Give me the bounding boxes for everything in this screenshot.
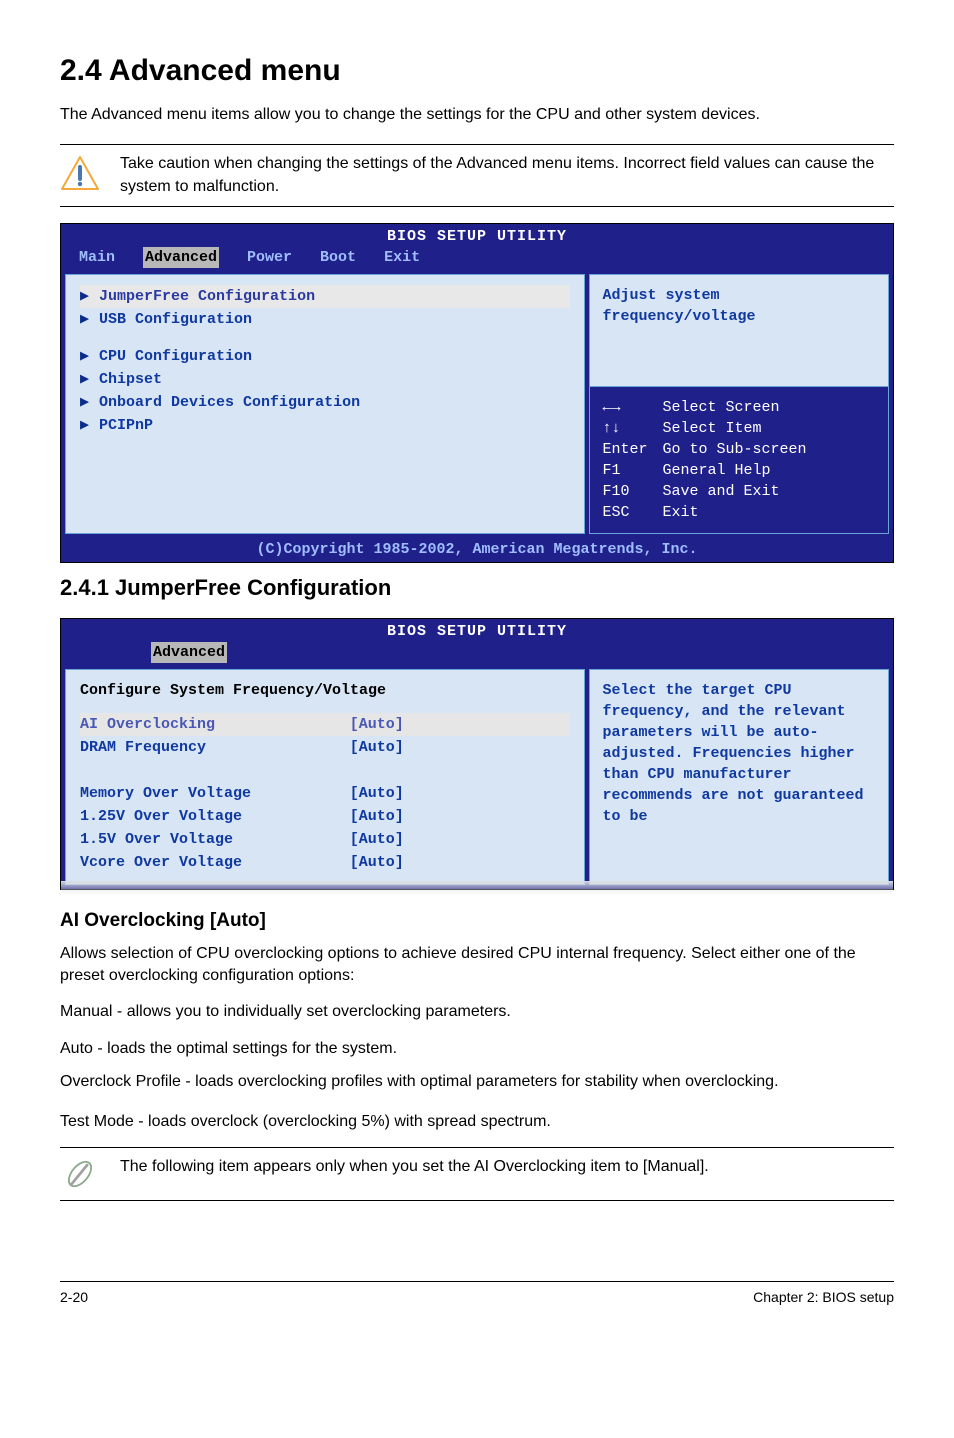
note-icon xyxy=(60,1156,100,1192)
opt-oc: Overclock Profile - loads overclocking p… xyxy=(60,1068,894,1097)
bios-tabs: Main Advanced Power Boot Exit xyxy=(61,247,893,270)
opt-test: Test Mode - loads overclock (overclockin… xyxy=(60,1111,894,1133)
page-heading: 2.4 Advanced menu xyxy=(60,50,894,92)
page-footer: 2-20 Chapter 2: BIOS setup xyxy=(60,1281,894,1308)
key-f10-label: Save and Exit xyxy=(662,481,779,502)
opt-manual: Manual - allows you to individually set … xyxy=(60,1001,894,1023)
bios2-tab-advanced: Advanced xyxy=(151,642,227,663)
menu-usb: ▶USB Configuration xyxy=(80,308,570,331)
bios2-title: BIOS SETUP UTILITY xyxy=(61,619,893,642)
key-lr: ←→ xyxy=(602,397,658,418)
bios2-section-title: Configure System Frequency/Voltage xyxy=(80,680,570,707)
bios-keys-block: ←→Select Screen ↑↓Select Item EnterGo to… xyxy=(590,386,888,533)
key-enter: Enter xyxy=(602,439,658,460)
opt-auto: Auto - loads the optimal settings for th… xyxy=(60,1038,894,1060)
bios-screenshot-jumperfree: BIOS SETUP UTILITY Advanced Configure Sy… xyxy=(60,618,894,890)
tab-exit: Exit xyxy=(384,247,420,268)
bios2-right-panel: Select the target CPU frequency, and the… xyxy=(589,669,889,885)
menu-cpu: ▶CPU Configuration xyxy=(80,345,570,368)
key-enter-label: Go to Sub-screen xyxy=(662,439,806,460)
cfg-memov-label: Memory Over Voltage xyxy=(80,783,350,804)
cfg-ai-label: AI Overclocking xyxy=(80,714,350,735)
ai-intro: Allows selection of CPU overclocking opt… xyxy=(60,943,894,988)
menu-cpu-label: CPU Configuration xyxy=(99,346,252,367)
cfg-memov-val: [Auto] xyxy=(350,783,404,804)
key-lr-label: Select Screen xyxy=(662,397,779,418)
cfg-dram-val: [Auto] xyxy=(350,737,404,758)
chapter-label: Chapter 2: BIOS setup xyxy=(753,1288,894,1308)
bios2-help-text: Select the target CPU frequency, and the… xyxy=(602,680,876,827)
cfg-vcore-label: Vcore Over Voltage xyxy=(80,852,350,873)
cfg-125v-label: 1.25V Over Voltage xyxy=(80,806,350,827)
bios2-left-panel: Configure System Frequency/Voltage AI Ov… xyxy=(65,669,585,885)
note-text: The following item appears only when you… xyxy=(120,1156,709,1178)
key-ud: ↑↓ xyxy=(602,418,658,439)
ai-heading: AI Overclocking [Auto] xyxy=(60,908,894,935)
key-ud-label: Select Item xyxy=(662,418,761,439)
cfg-spacer xyxy=(80,759,570,782)
menu-usb-label: USB Configuration xyxy=(99,309,252,330)
cfg-15v: 1.5V Over Voltage[Auto] xyxy=(80,828,570,851)
bios-copyright: (C)Copyright 1985-2002, American Megatre… xyxy=(61,538,893,562)
sub-heading: 2.4.1 JumperFree Configuration xyxy=(60,573,894,604)
cfg-15v-val: [Auto] xyxy=(350,829,404,850)
cfg-vcore-val: [Auto] xyxy=(350,852,404,873)
key-esc-label: Exit xyxy=(662,502,698,523)
note-callout: The following item appears only when you… xyxy=(60,1147,894,1201)
menu-jumperfree-label: JumperFree Configuration xyxy=(99,286,315,307)
key-esc: ESC xyxy=(602,502,658,523)
cfg-memov: Memory Over Voltage[Auto] xyxy=(80,782,570,805)
cfg-125v: 1.25V Over Voltage[Auto] xyxy=(80,805,570,828)
cfg-15v-label: 1.5V Over Voltage xyxy=(80,829,350,850)
page-number: 2-20 xyxy=(60,1288,88,1308)
tab-advanced: Advanced xyxy=(143,247,219,268)
tab-main: Main xyxy=(79,247,115,268)
bios-title: BIOS SETUP UTILITY xyxy=(61,224,893,247)
bios-left-panel: ▶JumperFree Configuration ▶USB Configura… xyxy=(65,274,585,534)
key-f10: F10 xyxy=(602,481,658,502)
tab-power: Power xyxy=(247,247,292,268)
bios-screenshot-advanced: BIOS SETUP UTILITY Main Advanced Power B… xyxy=(60,223,894,563)
cfg-dram: DRAM Frequency[Auto] xyxy=(80,736,570,759)
bios-right-panel: Adjust system frequency/voltage ←→Select… xyxy=(589,274,889,534)
caution-callout: Take caution when changing the settings … xyxy=(60,144,894,207)
menu-chipset-label: Chipset xyxy=(99,369,162,390)
menu-pcipnp: ▶PCIPnP xyxy=(80,414,570,437)
cfg-ai-overclocking: AI Overclocking[Auto] xyxy=(80,713,570,736)
menu-jumperfree: ▶JumperFree Configuration xyxy=(80,285,570,308)
cfg-125v-val: [Auto] xyxy=(350,806,404,827)
tab-boot: Boot xyxy=(320,247,356,268)
cfg-dram-label: DRAM Frequency xyxy=(80,737,350,758)
key-f1: F1 xyxy=(602,460,658,481)
bios-help-text: Adjust system frequency/voltage xyxy=(602,285,876,327)
menu-onboard: ▶Onboard Devices Configuration xyxy=(80,391,570,414)
intro-text: The Advanced menu items allow you to cha… xyxy=(60,104,894,126)
cfg-vcore: Vcore Over Voltage[Auto] xyxy=(80,851,570,874)
key-f1-label: General Help xyxy=(662,460,770,481)
caution-text: Take caution when changing the settings … xyxy=(120,153,894,198)
cfg-ai-val: [Auto] xyxy=(350,714,404,735)
menu-chipset: ▶Chipset xyxy=(80,368,570,391)
menu-onboard-label: Onboard Devices Configuration xyxy=(99,392,360,413)
caution-icon xyxy=(60,153,100,193)
menu-pcipnp-label: PCIPnP xyxy=(99,415,153,436)
